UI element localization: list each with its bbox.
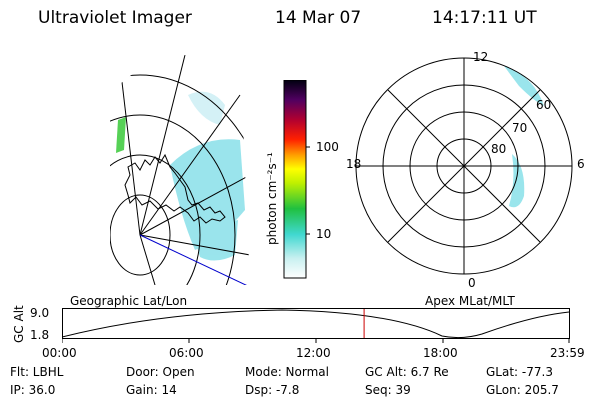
mlt-label-18: 18 [346, 157, 362, 171]
timeline-right-title: Apex MLat/MLT [425, 294, 515, 308]
color-bar [283, 80, 310, 279]
info-ip: IP: 36.0 [10, 383, 56, 397]
date-label: 14 Mar 07 [275, 8, 362, 28]
altitude-curve [62, 309, 570, 339]
altitude-timeline [62, 308, 570, 343]
mlt-label-0: 0 [468, 276, 476, 290]
mlt-label-6: 6 [577, 157, 585, 171]
geographic-map [110, 54, 250, 285]
instrument-title: Ultraviolet Imager [38, 8, 192, 28]
timeline-y-label: GC Alt [12, 305, 26, 343]
map-graticule [110, 54, 250, 285]
colorbar-tick-10: 10 [316, 227, 332, 241]
colorbar-tick-100: 100 [316, 140, 339, 154]
mlat-label-60: 60 [536, 98, 552, 112]
timeline-y-max: 9.0 [30, 306, 50, 320]
info-glat: GLat: -77.3 [486, 365, 553, 379]
info-mode: Mode: Normal [245, 365, 329, 379]
time-label: 14:17:11 UT [432, 8, 537, 28]
time-tick-2359: 23:59 [550, 346, 585, 360]
coastline [124, 153, 226, 224]
info-seq: Seq: 39 [365, 383, 411, 397]
mlat-label-80: 80 [491, 142, 507, 156]
time-tick-1800: 18:00 [423, 346, 458, 360]
colorbar-unit-label: photon cm⁻²s⁻¹ [265, 152, 279, 245]
mlt-label-12: 12 [473, 50, 489, 64]
info-gain: Gain: 14 [126, 383, 177, 397]
info-gc-alt: GC Alt: 6.7 Re [365, 365, 449, 379]
info-door: Door: Open [126, 365, 195, 379]
info-dsp: Dsp: -7.8 [245, 383, 300, 397]
aurora-emission-polar [504, 66, 544, 208]
timeline-left-title: Geographic Lat/Lon [70, 294, 188, 308]
info-filter: Flt: LBHL [10, 365, 64, 379]
timeline-y-min: 1.8 [30, 328, 50, 342]
satellite-track [139, 234, 250, 285]
time-tick-1200: 12:00 [296, 346, 331, 360]
polar-plot [355, 57, 573, 275]
info-glon: GLon: 205.7 [486, 383, 559, 397]
time-tick-0600: 06:00 [169, 346, 204, 360]
time-tick-0000: 00:00 [42, 346, 77, 360]
mlat-label-70: 70 [512, 121, 528, 135]
